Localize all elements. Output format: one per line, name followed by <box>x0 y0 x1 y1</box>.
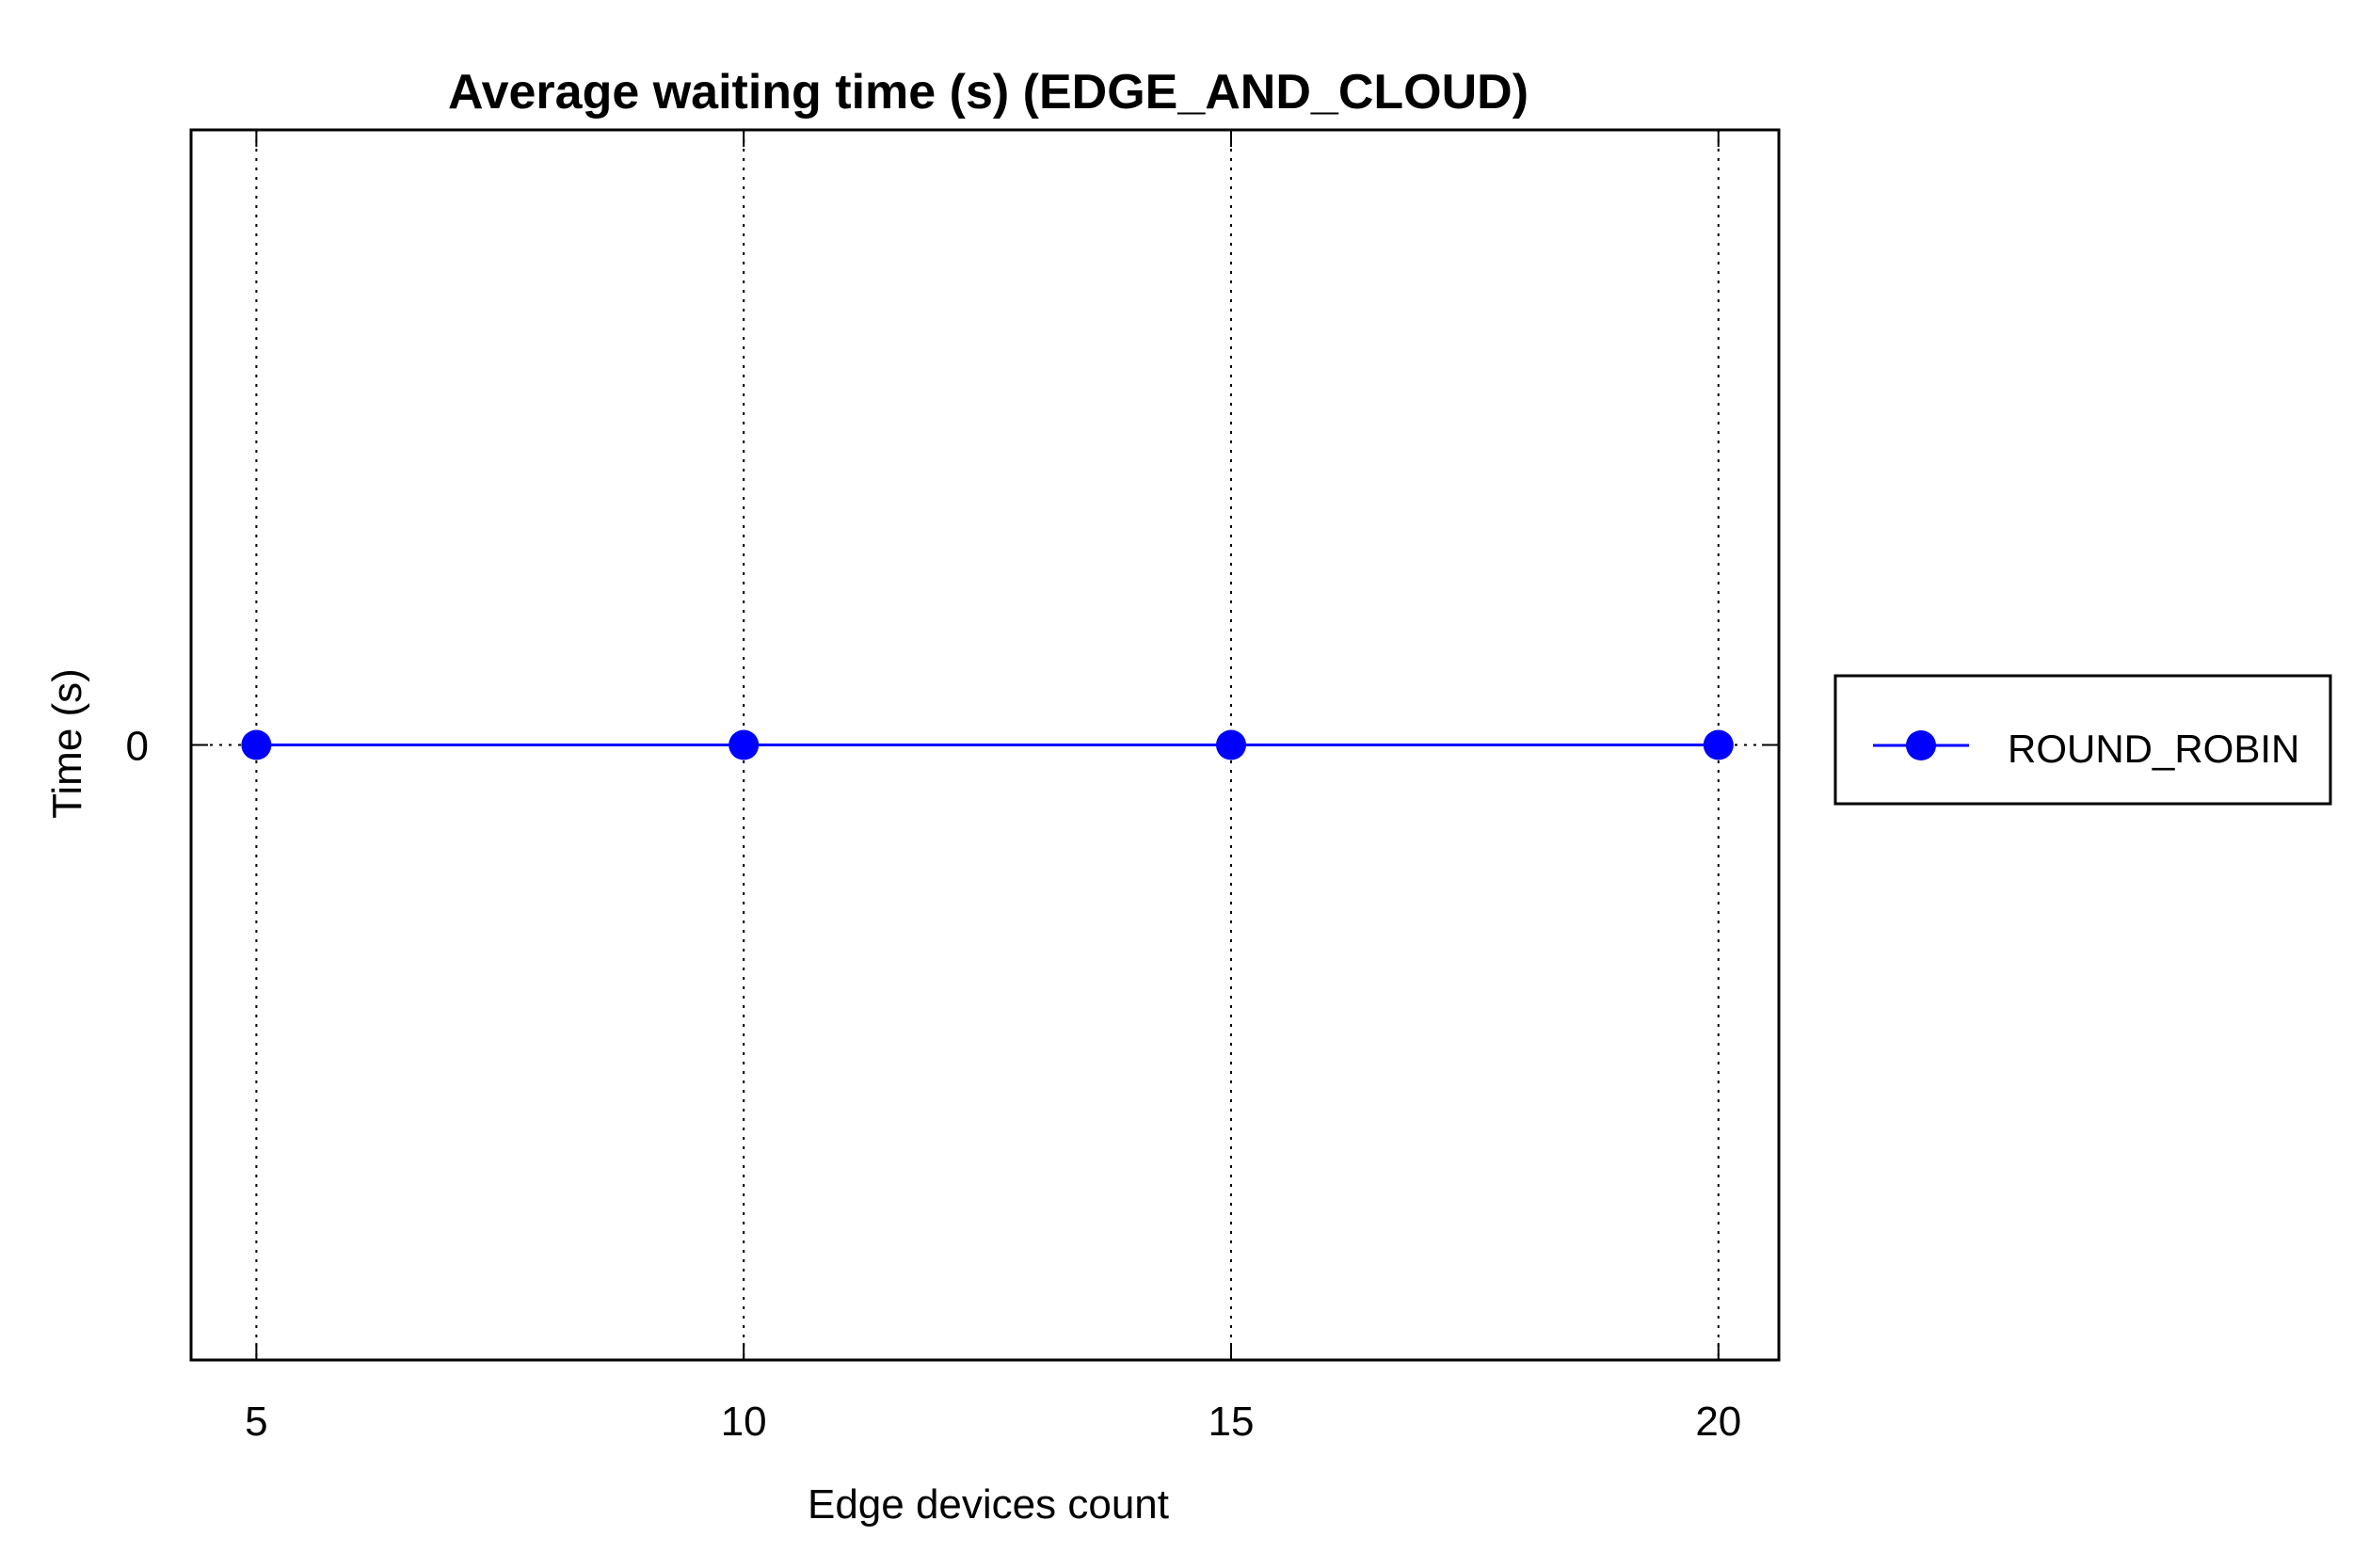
data-point-round-robin <box>241 729 272 760</box>
chart-title: Average waiting time (s) (EDGE_AND_CLOUD… <box>448 65 1529 120</box>
y-axis-label: Time (s) <box>44 668 90 819</box>
legend: ROUND_ROBIN <box>1833 674 2332 806</box>
series-layer <box>241 729 1734 760</box>
data-point-round-robin <box>728 729 760 760</box>
legend-label-round-robin: ROUND_ROBIN <box>2008 727 2299 771</box>
x-axis-label: Edge devices count <box>808 1481 1169 1528</box>
y-tick-label: 0 <box>126 724 149 770</box>
x-tick-label: 20 <box>1695 1399 1741 1445</box>
x-tick-label: 10 <box>721 1399 767 1445</box>
data-point-round-robin <box>1215 729 1246 760</box>
y-axis-ticks: 0 <box>126 724 1779 770</box>
x-axis-ticks: 5 10 15 20 <box>245 130 1741 1445</box>
x-tick-label: 5 <box>245 1399 267 1445</box>
legend-marker-round-robin <box>1906 730 1936 760</box>
x-tick-label: 15 <box>1209 1399 1255 1445</box>
data-point-round-robin <box>1703 729 1734 760</box>
